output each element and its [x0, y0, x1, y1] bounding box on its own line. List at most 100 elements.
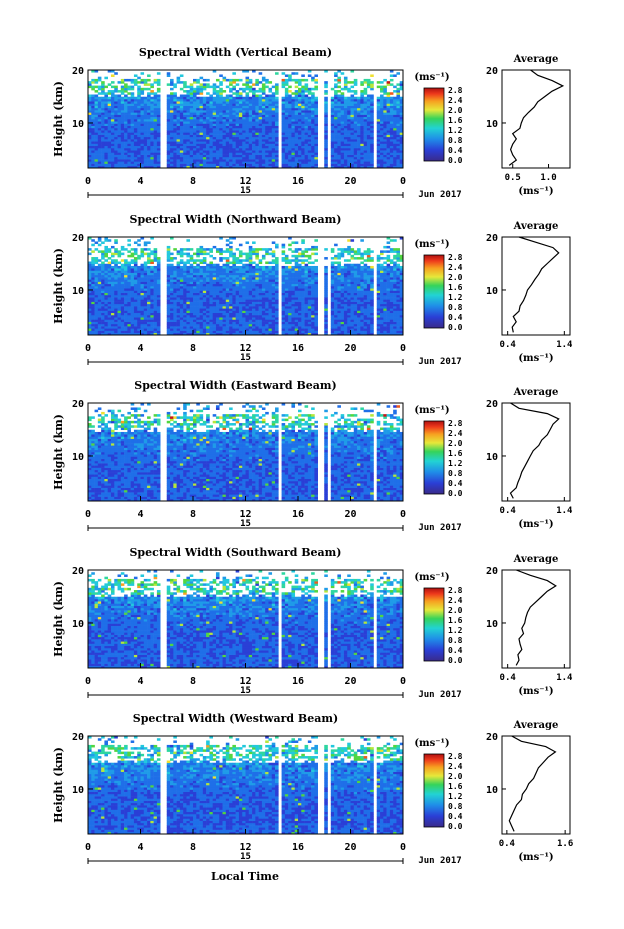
heatmap-cell	[143, 328, 148, 331]
heatmap-cell	[311, 141, 315, 144]
heatmap-cell	[258, 141, 263, 144]
heatmap-cell	[386, 92, 391, 95]
heatmap-cell	[206, 163, 210, 167]
heatmap-cell	[156, 161, 161, 164]
heatmap-cell	[366, 101, 371, 104]
heatmap-cell	[127, 319, 131, 322]
heatmap-cell	[133, 299, 138, 302]
heatmap-cell	[380, 116, 384, 120]
heatmap-cell	[304, 165, 309, 169]
heatmap-cell	[314, 306, 318, 309]
heatmap-cell	[399, 141, 404, 144]
heatmap-cell	[130, 306, 135, 309]
heatmap-cell	[229, 332, 233, 336]
heatmap-cell	[314, 321, 318, 325]
x-tick-label: 20	[344, 176, 356, 187]
heatmap-cell	[393, 147, 397, 151]
heatmap-cell	[337, 319, 341, 322]
heatmap-cell	[143, 294, 148, 298]
heatmap-cell	[176, 147, 181, 151]
heatmap-cell	[94, 163, 99, 167]
heatmap-cell	[314, 317, 318, 320]
heatmap-cell	[232, 141, 236, 144]
heatmap-cell	[245, 87, 250, 91]
heatmap-cell	[357, 159, 361, 162]
heatmap-cell	[232, 163, 236, 167]
heatmap-cell	[307, 141, 312, 144]
heatmap-cell	[193, 328, 197, 331]
heatmap-cell	[265, 161, 269, 164]
heatmap-cell	[219, 94, 223, 98]
heatmap-cell	[298, 319, 302, 322]
heatmap-cell	[389, 143, 394, 147]
heatmap-cell	[311, 294, 315, 298]
heatmap-cell	[258, 308, 263, 311]
heatmap-cell	[383, 297, 387, 300]
heatmap-cell	[219, 303, 223, 307]
heatmap-cell	[301, 299, 305, 302]
heatmap-cell	[219, 154, 223, 158]
heatmap-cell	[127, 101, 131, 104]
heatmap-cell	[147, 332, 151, 336]
heatmap-cell	[304, 319, 309, 322]
heatmap-cell	[130, 299, 135, 302]
heatmap-cell	[94, 101, 99, 104]
heatmap-cell	[101, 306, 105, 309]
heatmap-cell	[298, 96, 302, 100]
heatmap-cell	[120, 92, 125, 95]
heatmap-cell	[386, 154, 391, 158]
heatmap-cell	[393, 139, 397, 142]
heatmap-cell	[110, 314, 115, 318]
heatmap-cell	[166, 116, 171, 120]
heatmap-cell	[343, 81, 348, 84]
heatmap-cell	[186, 314, 191, 318]
heatmap-cell	[229, 90, 233, 93]
heatmap-cell	[255, 312, 259, 316]
heatmap-cell	[238, 114, 243, 118]
heatmap-cell	[245, 110, 250, 113]
heatmap-cell	[215, 123, 220, 126]
heatmap-cell	[399, 105, 404, 109]
heatmap-cell	[258, 165, 263, 169]
heatmap-cell	[271, 130, 276, 133]
heatmap-cell	[107, 165, 112, 169]
chart-panel: Spectral Width (Northward Beam)1020Heigh…	[52, 213, 573, 367]
heatmap-cell	[393, 159, 397, 162]
heatmap-cell	[330, 112, 335, 115]
heatmap-cell	[281, 141, 286, 144]
heatmap-cell	[271, 319, 276, 322]
heatmap-cell	[212, 154, 217, 158]
heatmap-cell	[353, 125, 358, 129]
heatmap-cell	[193, 330, 197, 334]
heatmap-cell	[360, 308, 364, 311]
heatmap-cell	[127, 132, 131, 135]
heatmap-cell	[179, 96, 184, 100]
heatmap-cell	[235, 328, 240, 331]
heatmap-cell	[399, 107, 404, 111]
heatmap-cell	[376, 132, 381, 135]
heatmap-cell	[307, 150, 312, 153]
heatmap-cell	[97, 308, 102, 311]
heatmap-cell	[255, 134, 259, 138]
heatmap-cell	[288, 139, 292, 142]
heatmap-cell	[314, 141, 318, 144]
heatmap-cell	[248, 119, 253, 122]
heatmap-cell	[301, 306, 305, 309]
heatmap-cell	[248, 156, 253, 160]
heatmap-cell	[232, 317, 236, 320]
heatmap-cell	[219, 301, 223, 305]
heatmap-cell	[275, 127, 279, 131]
heatmap-cell	[170, 139, 174, 142]
heatmap-cell	[235, 314, 240, 318]
heatmap-cell	[389, 132, 394, 135]
heatmap-cell	[101, 112, 105, 115]
heatmap-cell	[311, 297, 315, 300]
heatmap-cell	[281, 310, 286, 314]
heatmap-cell	[232, 134, 236, 138]
heatmap-cell	[235, 134, 240, 138]
heatmap-cell	[307, 154, 312, 158]
heatmap-cell	[245, 317, 250, 320]
heatmap-cell	[156, 127, 161, 131]
heatmap-cell	[288, 105, 292, 109]
heatmap-cell	[265, 330, 269, 334]
